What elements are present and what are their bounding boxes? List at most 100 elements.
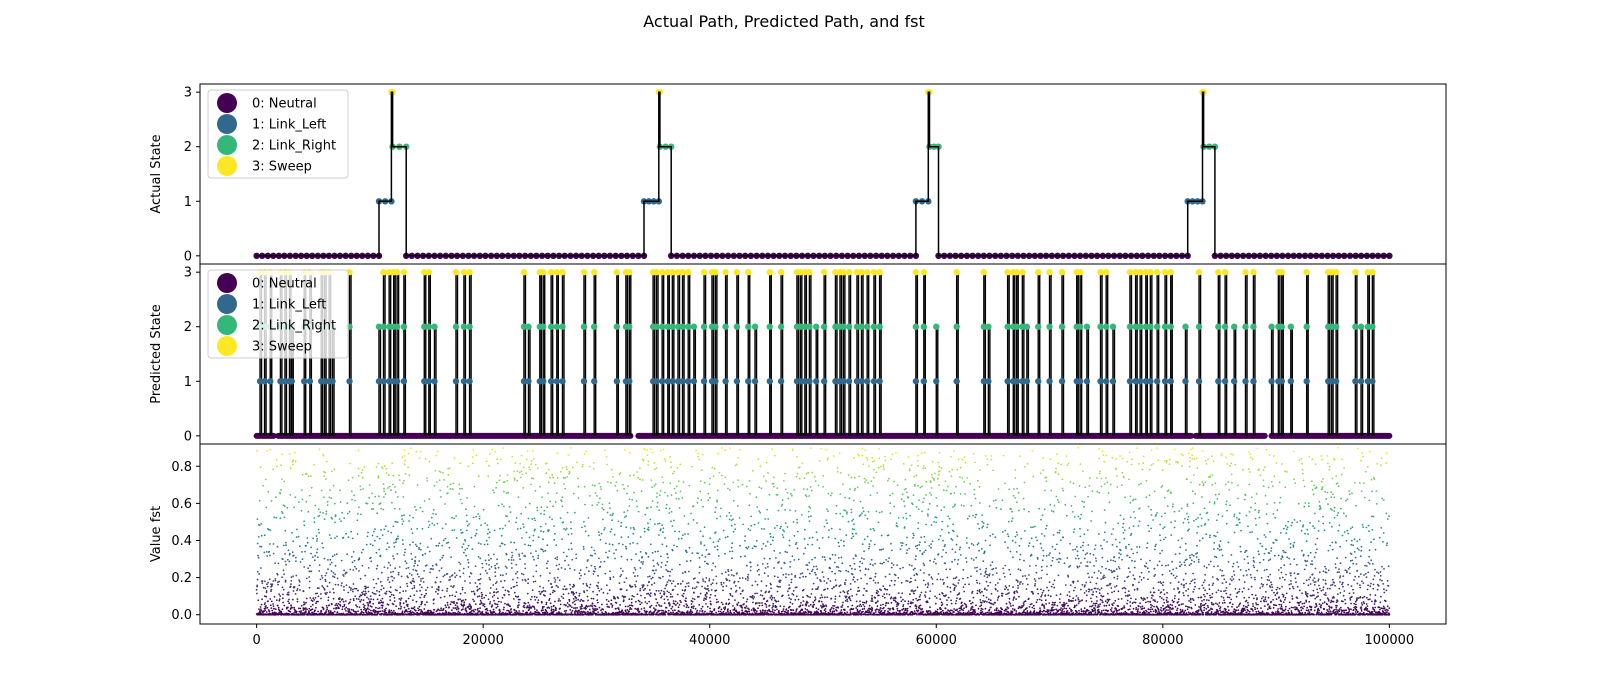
fst-point bbox=[721, 572, 723, 575]
predicted-state-point bbox=[1195, 378, 1203, 385]
fst-point bbox=[482, 508, 485, 511]
fst-point bbox=[653, 572, 656, 575]
fst-point bbox=[416, 545, 418, 548]
fst-point bbox=[420, 602, 423, 604]
fst-point bbox=[410, 528, 413, 530]
fst-point bbox=[532, 581, 535, 583]
fst-point bbox=[429, 571, 431, 574]
predicted-state-point bbox=[525, 323, 532, 330]
predicted-state-point bbox=[1328, 323, 1335, 330]
fst-point bbox=[367, 586, 369, 589]
fst-point bbox=[560, 595, 563, 598]
predicted-state-point bbox=[685, 378, 692, 385]
fst-point bbox=[718, 538, 721, 540]
fst-point bbox=[377, 577, 380, 580]
fst-point bbox=[709, 537, 712, 540]
fst-point bbox=[448, 594, 451, 597]
fst-point bbox=[402, 482, 404, 484]
predicted-state-point bbox=[806, 323, 813, 330]
fst-point bbox=[452, 612, 455, 614]
fst-point bbox=[373, 530, 375, 533]
fst-point bbox=[393, 597, 396, 599]
fst-point bbox=[598, 534, 601, 536]
fst-point bbox=[549, 572, 551, 575]
fst-point bbox=[265, 611, 268, 613]
fst-point bbox=[286, 506, 289, 509]
fst-point bbox=[591, 605, 594, 608]
fst-point bbox=[357, 610, 359, 613]
fst-point bbox=[371, 591, 374, 594]
fst-point bbox=[695, 611, 698, 614]
predicted-state-point bbox=[876, 268, 883, 276]
fst-point bbox=[402, 496, 405, 498]
fst-point bbox=[381, 466, 383, 468]
predicted-state-point bbox=[820, 323, 828, 330]
fst-point bbox=[692, 519, 695, 521]
fst-point bbox=[613, 533, 616, 536]
fst-point bbox=[263, 595, 266, 598]
fst-point bbox=[565, 466, 568, 468]
fst-point bbox=[599, 565, 602, 568]
fst-point bbox=[264, 607, 267, 609]
fst-point bbox=[586, 589, 588, 592]
predicted-state-point bbox=[858, 323, 865, 330]
fst-point bbox=[700, 607, 703, 610]
fst-point bbox=[708, 596, 711, 599]
fst-point bbox=[316, 551, 318, 554]
fst-point bbox=[547, 492, 549, 495]
fst-point bbox=[543, 606, 545, 608]
fst-point bbox=[599, 497, 601, 500]
fst-point bbox=[691, 552, 694, 554]
fst-point bbox=[257, 599, 260, 602]
fst-point bbox=[403, 606, 406, 609]
predicted-state-point bbox=[301, 378, 308, 385]
predicted-state-point bbox=[870, 323, 878, 330]
fst-point bbox=[593, 549, 596, 552]
fst-point bbox=[716, 545, 719, 547]
predicted-state-point bbox=[700, 378, 708, 385]
fst-point bbox=[413, 565, 415, 567]
predicted-state-point bbox=[863, 268, 871, 276]
fst-point bbox=[531, 589, 534, 591]
fst-point bbox=[418, 457, 421, 459]
fst-point bbox=[412, 516, 414, 519]
fst-point bbox=[321, 542, 324, 545]
fst-point bbox=[415, 600, 418, 603]
predicted-state-point bbox=[321, 378, 328, 385]
predicted-state-point bbox=[540, 323, 547, 330]
fst-point bbox=[389, 564, 392, 567]
fst-point bbox=[313, 559, 316, 562]
fst-point bbox=[650, 479, 653, 481]
fst-point bbox=[434, 581, 437, 584]
fst-point bbox=[370, 508, 373, 510]
fst-point bbox=[361, 611, 363, 614]
fst-point bbox=[376, 564, 379, 567]
fst-point bbox=[575, 461, 578, 464]
fst-point bbox=[635, 600, 637, 603]
fst-point bbox=[345, 606, 348, 609]
fst-point bbox=[459, 592, 462, 595]
fst-point bbox=[405, 610, 408, 613]
fst-point bbox=[461, 502, 463, 505]
fst-point bbox=[703, 544, 706, 547]
fst-point bbox=[619, 472, 622, 474]
fst-point bbox=[479, 607, 481, 609]
fst-point bbox=[348, 608, 351, 611]
fst-point bbox=[699, 610, 701, 612]
fst-point bbox=[267, 581, 269, 584]
fst-point bbox=[361, 469, 364, 471]
fst-point bbox=[513, 591, 516, 594]
fst-point bbox=[267, 600, 269, 603]
fst-point bbox=[292, 590, 295, 592]
fst-point bbox=[487, 598, 490, 601]
fst-point bbox=[711, 466, 714, 469]
fst-point bbox=[593, 565, 596, 568]
fst-point bbox=[649, 595, 652, 597]
fst-point bbox=[669, 593, 672, 596]
fst-point bbox=[507, 590, 510, 593]
fst-point bbox=[353, 610, 355, 613]
fst-point bbox=[600, 488, 602, 490]
fst-point bbox=[556, 556, 559, 558]
fst-point bbox=[487, 528, 490, 531]
fst-point bbox=[643, 607, 646, 609]
